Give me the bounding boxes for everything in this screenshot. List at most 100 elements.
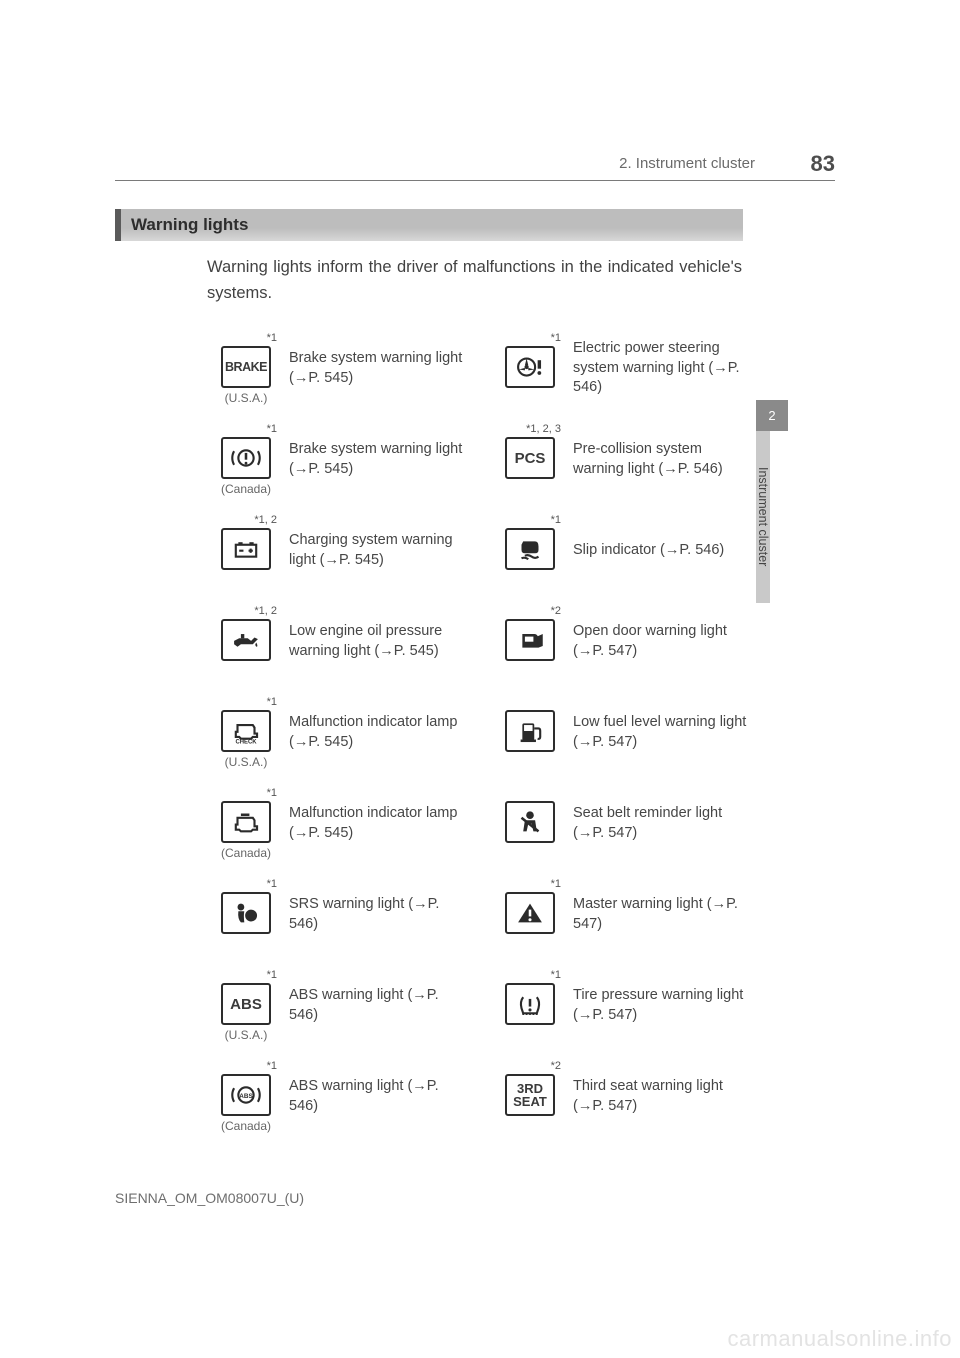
warning-item: *1 Electric power steering system warning… <box>491 332 751 405</box>
warning-item: *1, 2, 3 PCS Pre-collision system warning … <box>491 423 751 496</box>
warning-item: *1 (Canada) Brake system warning light (→P… <box>207 423 467 496</box>
chapter-label: 2. Instrument cluster <box>619 155 755 172</box>
region-sub: (Canada) <box>221 846 271 860</box>
svg-text:ABS: ABS <box>239 1093 252 1100</box>
intro-text: Warning lights inform the driver of malf… <box>207 255 742 306</box>
icon-wrap <box>491 787 569 860</box>
region-sub: (Canada) <box>221 482 271 496</box>
page-content: 2. Instrument cluster 83 Warning lights … <box>115 180 835 1151</box>
icon-wrap: *1 ABS (U.S.A.) <box>207 969 285 1042</box>
warning-description: Open door warning light (→P. 547) <box>569 622 751 661</box>
pcs-icon: PCS <box>505 437 555 479</box>
footnote-sup: *1 <box>551 969 561 981</box>
footnote-sup: *1 <box>551 514 561 526</box>
warning-item: Seat belt reminder light (→P. 547) <box>491 787 751 860</box>
footer-code: SIENNA_OM_OM08007U_(U) <box>115 1190 304 1206</box>
icon-wrap: *1 <box>491 878 569 951</box>
warning-item: *1Tire pressure warning light (→P. 547) <box>491 969 751 1042</box>
warning-item: *1 ABS (U.S.A.) ABS warning light (→P. 546) <box>207 969 467 1042</box>
warning-item: *1 Slip indicator (→P. 546) <box>491 514 751 587</box>
warning-item: *1(Canada)Malfunction indicator lamp (→P… <box>207 787 467 860</box>
warning-description: Low fuel level warning light (→P. 547) <box>569 713 751 752</box>
thirdseat-icon: 3RDSEAT <box>505 1074 555 1116</box>
region-sub: (U.S.A.) <box>225 1028 268 1042</box>
icon-wrap: *1, 2 <box>207 514 285 587</box>
page-number: 83 <box>811 151 835 177</box>
footnote-sup: *1 <box>267 696 277 708</box>
master-icon <box>505 892 555 934</box>
tab-label: Instrument cluster <box>756 431 770 603</box>
warning-item: *1BRAKE(U.S.A.)Brake system warning ligh… <box>207 332 467 405</box>
abs-text-icon: ABS <box>221 983 271 1025</box>
warning-description: Slip indicator (→P. 546) <box>569 541 724 561</box>
warning-item: *1 ABS (Canada) ABS warning light (→P. 546) <box>207 1060 467 1133</box>
tire-icon <box>505 983 555 1025</box>
warning-description: ABS warning light (→P. 546) <box>285 1077 467 1116</box>
footnote-sup: *1 <box>267 969 277 981</box>
icon-wrap: *1 <box>491 332 569 405</box>
warning-description: Seat belt reminder light (→P. 547) <box>569 804 751 843</box>
warning-description: Brake system warning light (→P. 545) <box>285 349 467 388</box>
footnote-sup: *1, 2 <box>254 605 277 617</box>
side-tab: 2 Instrument cluster <box>756 400 788 600</box>
seatbelt-icon <box>505 801 555 843</box>
footnote-sup: *1 <box>551 332 561 344</box>
footnote-sup: *1 <box>267 332 277 344</box>
section-heading: Warning lights <box>115 209 743 241</box>
warning-item: *1, 2 Charging system warning light (→P. … <box>207 514 467 587</box>
eps-icon <box>505 346 555 388</box>
footnote-sup: *1 <box>267 423 277 435</box>
warning-item: *1 Master warning light (→P. 547) <box>491 878 751 951</box>
footnote-sup: *2 <box>551 605 561 617</box>
icon-wrap: *1BRAKE(U.S.A.) <box>207 332 285 405</box>
region-sub: (U.S.A.) <box>225 755 268 769</box>
watermark: carmanualsonline.info <box>727 1326 952 1352</box>
icon-wrap: *2 <box>491 605 569 678</box>
warning-item: *1CHECK(U.S.A.)Malfunction indicator lam… <box>207 696 467 769</box>
warning-description: Pre-collision system warning light (→P. … <box>569 440 751 479</box>
abs-circle-icon: ABS <box>221 1074 271 1116</box>
oil-icon <box>221 619 271 661</box>
footnote-sup: *1, 2, 3 <box>526 423 561 435</box>
footnote-sup: *1, 2 <box>254 514 277 526</box>
footnote-sup: *1 <box>551 878 561 890</box>
warning-description: Brake system warning light (→P. 545) <box>285 440 467 479</box>
icon-wrap <box>491 696 569 769</box>
header-rule: 2. Instrument cluster 83 <box>115 180 835 181</box>
warning-lights-table: *1 BRAKE (U.S.A.) Brake system warning ligh… <box>207 332 835 1151</box>
icon-wrap: *1 <box>207 878 285 951</box>
icon-wrap: *1 <box>491 969 569 1042</box>
warning-item: *1, 2 Low engine oil pressure warning lig… <box>207 605 467 678</box>
icon-wrap: *1 CHECK (U.S.A.) <box>207 696 285 769</box>
check-engine-can-icon <box>221 801 271 843</box>
left-column: *1 BRAKE (U.S.A.) Brake system warning ligh… <box>207 332 467 1151</box>
warning-description: ABS warning light (→P. 546) <box>285 986 467 1025</box>
srs-icon <box>221 892 271 934</box>
icon-wrap: *23RDSEAT <box>491 1060 569 1133</box>
battery-icon <box>221 528 271 570</box>
icon-wrap: *1, 2 <box>207 605 285 678</box>
warning-description: Low engine oil pressure warning light (→… <box>285 622 467 661</box>
brake-text-icon: BRAKE <box>221 346 271 388</box>
region-sub: (Canada) <box>221 1119 271 1133</box>
footnote-sup: *1 <box>267 1060 277 1072</box>
svg-text:CHECK: CHECK <box>235 740 257 746</box>
warning-item: Low fuel level warning light (→P. 547) <box>491 696 751 769</box>
icon-wrap: *1, 2, 3 PCS <box>491 423 569 496</box>
slip-icon <box>505 528 555 570</box>
footnote-sup: *1 <box>267 878 277 890</box>
door-icon <box>505 619 555 661</box>
icon-wrap: *1 <box>491 514 569 587</box>
brake-circle-icon <box>221 437 271 479</box>
warning-description: Charging system warning light (→P. 545) <box>285 531 467 570</box>
warning-item: *23RDSEATThird seat warning light (→P. 5… <box>491 1060 751 1133</box>
warning-item: *2 Open door warning light (→P. 547) <box>491 605 751 678</box>
warning-item: *1SRS warning light (→P. 546) <box>207 878 467 951</box>
icon-wrap: *1(Canada) <box>207 787 285 860</box>
warning-description: Master warning light (→P. 547) <box>569 895 751 934</box>
warning-description: Electric power steering system warning l… <box>569 339 751 398</box>
right-column: *1 Electric power steering system warning… <box>491 332 751 1151</box>
warning-description: Third seat warning light (→P. 547) <box>569 1077 751 1116</box>
icon-wrap: *1 ABS (Canada) <box>207 1060 285 1133</box>
tab-number: 2 <box>756 400 788 431</box>
